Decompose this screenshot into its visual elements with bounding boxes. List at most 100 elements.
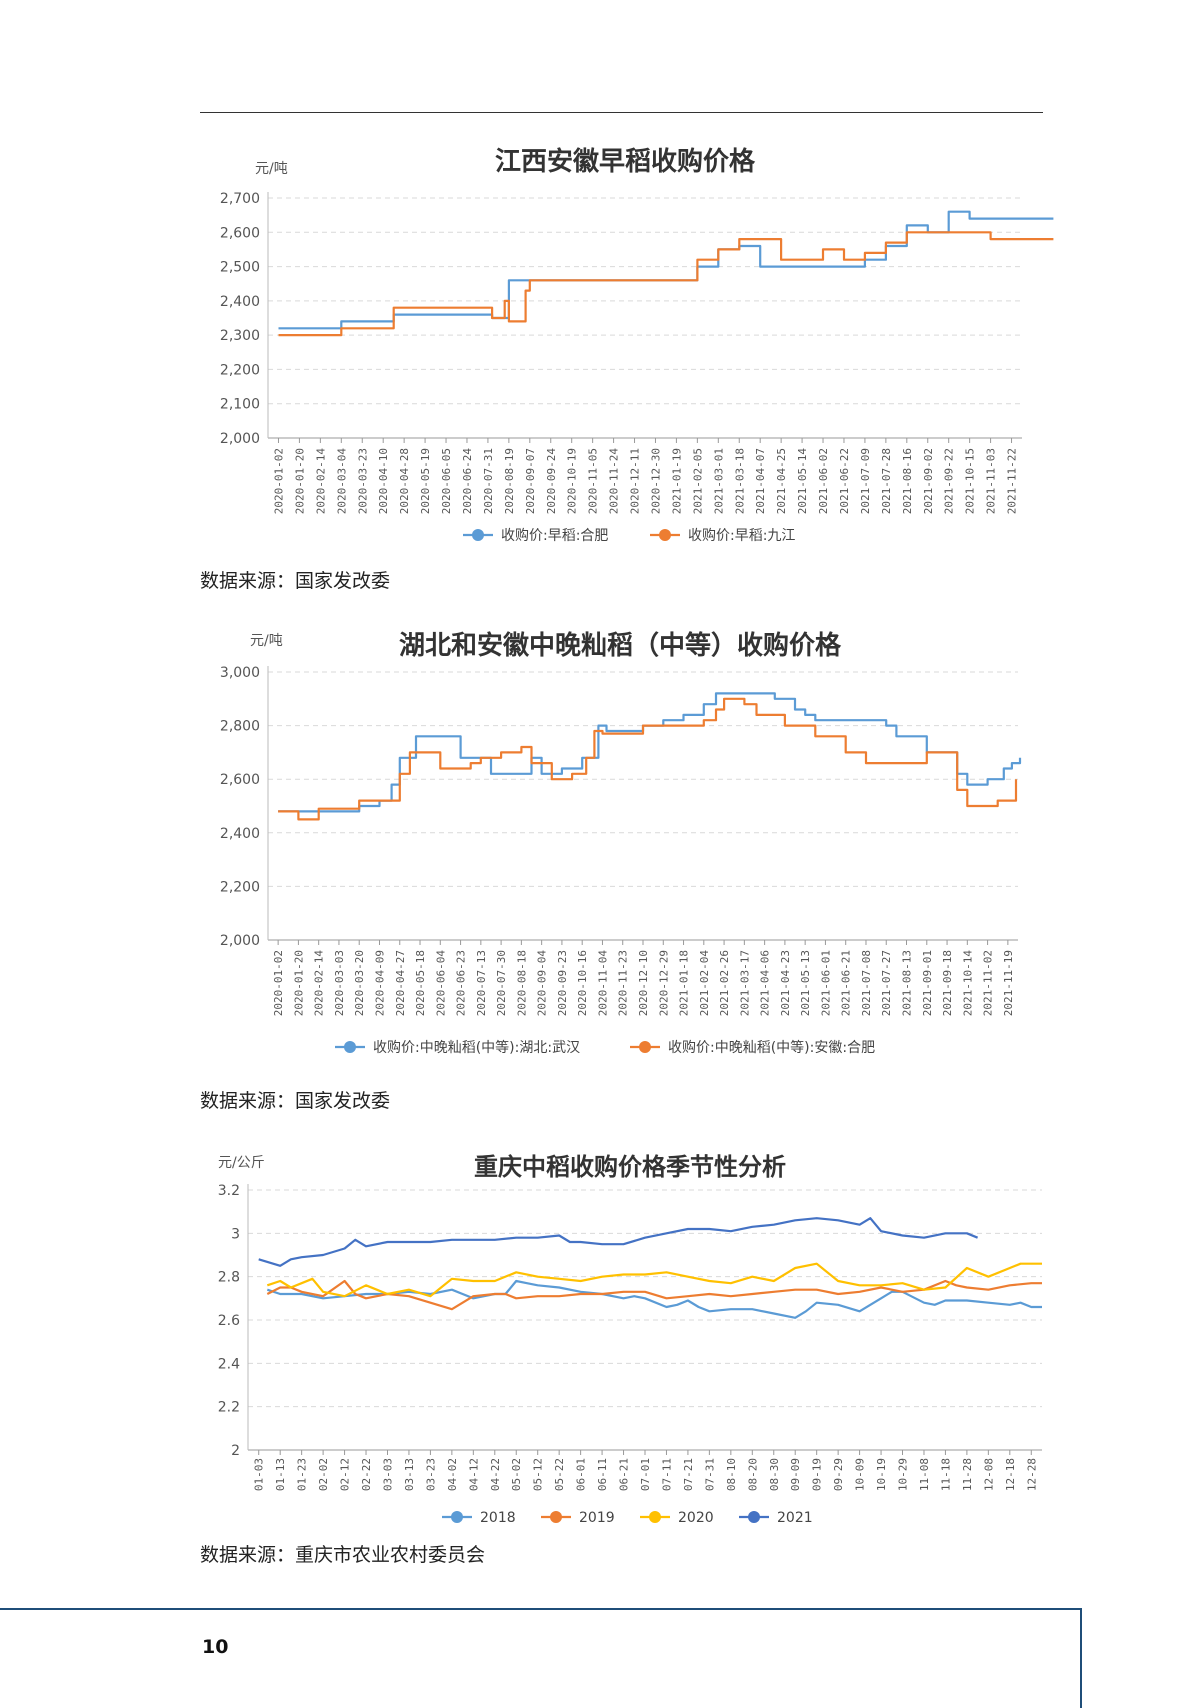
x-tick-label: 2021-07-08 [860, 950, 873, 1016]
legend-marker [451, 1511, 463, 1523]
x-tick-label: 09-19 [811, 1458, 824, 1491]
x-tick-label: 2020-03-23 [356, 448, 369, 514]
x-tick-label: 2020-04-28 [398, 448, 411, 514]
x-tick-label: 2020-01-02 [272, 448, 285, 514]
legend-label: 2019 [579, 1510, 615, 1526]
x-tick-label: 05-12 [532, 1458, 545, 1491]
x-tick-label: 11-08 [918, 1458, 931, 1491]
x-tick-label: 2021-06-01 [819, 950, 832, 1016]
x-tick-label: 2020-02-14 [313, 950, 326, 1017]
x-tick-label: 08-30 [768, 1458, 781, 1491]
x-tick-label: 2020-06-24 [461, 448, 474, 515]
x-tick-label: 04-22 [489, 1458, 502, 1491]
chart-title: 江西安徽早稻收购价格 [495, 146, 756, 177]
x-tick-label: 2020-01-20 [293, 448, 306, 514]
x-tick-label: 2020-10-16 [576, 950, 589, 1016]
source-note-3: 数据来源：重庆市农业农村委员会 [200, 1544, 486, 1566]
x-tick-label: 2021-03-01 [712, 448, 725, 514]
x-tick-label: 2020-03-20 [353, 950, 366, 1016]
x-tick-label: 2020-05-18 [414, 950, 427, 1016]
y-tick-label: 3,000 [220, 665, 260, 681]
x-tick-label: 07-11 [660, 1458, 673, 1491]
x-tick-label: 2021-08-16 [901, 448, 914, 514]
x-tick-label: 2020-09-07 [524, 448, 537, 514]
y-tick-label: 2,600 [220, 772, 260, 788]
x-tick-label: 12-08 [982, 1458, 995, 1491]
chart-title: 重庆中稻收购价格季节性分析 [474, 1153, 786, 1181]
legend-marker [659, 529, 671, 541]
legend-marker [550, 1511, 562, 1523]
legend-label: 2021 [777, 1510, 813, 1526]
x-tick-label: 03-03 [381, 1458, 394, 1491]
x-tick-label: 2021-10-15 [964, 448, 977, 514]
y-tick-label: 2,700 [220, 191, 260, 207]
x-tick-label: 2021-11-03 [985, 448, 998, 514]
x-tick-label: 2021-07-28 [880, 448, 893, 514]
x-tick-label: 2020-03-04 [335, 448, 348, 515]
x-tick-label: 2020-09-23 [556, 950, 569, 1016]
x-tick-label: 2020-11-05 [587, 448, 600, 514]
x-tick-label: 2021-08-13 [901, 950, 914, 1016]
series-line-3 [266, 1262, 1042, 1298]
x-tick-label: 10-29 [897, 1458, 910, 1491]
legend-marker [344, 1041, 356, 1053]
legend-marker [748, 1511, 760, 1523]
early-rice-price-chart: 江西安徽早稻收购价格 元/吨 2,700 2,600 2,500 2,400 2,300 2,… [220, 146, 1054, 544]
y-tick-label: 2.8 [218, 1270, 240, 1286]
x-tick-label: 2021-06-02 [817, 448, 830, 514]
x-tick-label: 2020-12-10 [637, 950, 650, 1016]
series-line-1 [266, 1279, 1042, 1319]
y-tick-label: 2 [231, 1443, 240, 1459]
y-unit-label: 元/吨 [250, 633, 283, 649]
x-tick-label: 09-29 [832, 1458, 845, 1491]
x-tick-label: 2020-10-19 [566, 448, 579, 514]
x-tick-label: 11-28 [961, 1458, 974, 1491]
x-tick-label: 2021-09-18 [941, 950, 954, 1016]
legend-label: 2018 [480, 1510, 516, 1526]
x-tick-label: 03-23 [424, 1458, 437, 1491]
x-tick-label: 10-09 [854, 1458, 867, 1491]
x-tick-label: 07-21 [682, 1458, 695, 1491]
x-tick-label: 06-21 [618, 1458, 631, 1491]
legend-label: 收购价:早稻:合肥 [501, 528, 608, 544]
source-note-2: 数据来源：国家发改委 [200, 1090, 391, 1112]
legend-label: 2020 [678, 1510, 714, 1526]
x-tick-label: 12-18 [1004, 1458, 1017, 1491]
x-tick-label: 2021-11-19 [1002, 950, 1015, 1016]
legend-marker [472, 529, 484, 541]
y-unit-label: 元/公斤 [218, 1155, 265, 1171]
x-tick-label: 2021-11-02 [982, 950, 995, 1016]
x-tick-label: 2020-06-04 [434, 950, 447, 1017]
x-tick-label: 2021-09-01 [921, 950, 934, 1016]
x-tick-label: 2020-04-10 [377, 448, 390, 514]
y-tick-label: 2,200 [220, 362, 260, 378]
x-tick-label: 2020-12-11 [629, 448, 642, 514]
x-tick-label: 10-19 [875, 1458, 888, 1491]
x-tick-label: 2021-10-14 [961, 950, 974, 1017]
mid-late-indica-price-chart: 湖北和安徽中晚籼稻（中等）收购价格 元/吨 3,000 2,800 2,600 2,400… [220, 630, 1022, 1056]
x-tick-label: 09-09 [789, 1458, 802, 1491]
y-tick-label: 2,800 [220, 719, 260, 735]
x-tick-label: 05-22 [553, 1458, 566, 1491]
x-tick-label: 04-02 [446, 1458, 459, 1491]
x-tick-label: 2020-12-29 [657, 950, 670, 1016]
x-tick-label: 2021-02-26 [718, 950, 731, 1016]
y-tick-label: 2,400 [220, 294, 260, 310]
page-number: 10 [202, 1636, 229, 1658]
source-note-1: 数据来源：国家发改委 [200, 570, 391, 592]
legend-label: 收购价:中晚籼稻(中等):湖北:武汉 [373, 1039, 580, 1056]
x-tick-label: 2021-07-27 [880, 950, 893, 1016]
y-tick-label: 2,200 [220, 879, 260, 895]
y-tick-label: 2,500 [220, 260, 260, 276]
x-tick-label: 06-11 [596, 1458, 609, 1491]
x-tick-label: 2020-11-23 [617, 950, 630, 1016]
y-tick-label: 2,300 [220, 328, 260, 344]
x-tick-label: 2020-05-19 [419, 448, 432, 514]
series-line-2 [278, 697, 1018, 821]
x-tick-label: 2020-06-23 [455, 950, 468, 1016]
x-tick-label: 2020-09-04 [536, 950, 549, 1017]
y-tick-label: 2,000 [220, 431, 260, 447]
x-tick-label: 04-12 [467, 1458, 480, 1491]
x-tick-label: 02-22 [360, 1458, 373, 1491]
x-tick-label: 01-03 [253, 1458, 266, 1491]
